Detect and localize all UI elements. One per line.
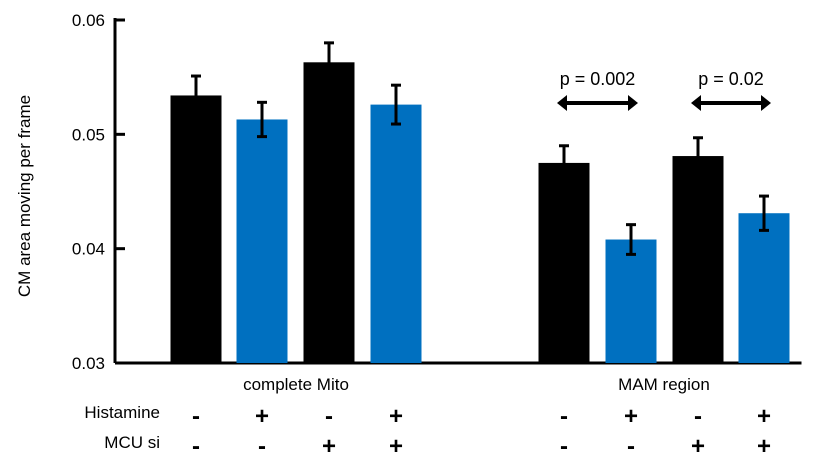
- bar: [605, 239, 657, 363]
- arrowhead-left: [691, 95, 701, 111]
- y-tick-label: 0.05: [72, 125, 105, 144]
- bar: [303, 62, 355, 363]
- plus-sign: +: [691, 433, 705, 459]
- condition-name: Histamine: [84, 403, 160, 422]
- group-labels: complete Mito MAM region: [243, 375, 710, 394]
- minus-sign: -: [258, 433, 266, 459]
- plus-sign: +: [389, 403, 403, 430]
- minus-sign: -: [627, 433, 635, 459]
- group-label: MAM region: [618, 375, 710, 394]
- y-tick-label: 0.04: [72, 240, 105, 259]
- y-axis-label: CM area moving per frame: [15, 95, 34, 297]
- bar: [738, 213, 790, 363]
- group-label: complete Mito: [243, 375, 349, 394]
- minus-sign: -: [694, 403, 702, 430]
- bar: [538, 162, 590, 363]
- bar: [672, 156, 724, 363]
- minus-sign: -: [560, 403, 568, 430]
- bar: [370, 104, 422, 364]
- arrowhead-left: [557, 95, 567, 111]
- y-tick-label: 0.06: [72, 11, 105, 30]
- plus-sign: +: [389, 433, 403, 459]
- arrowhead-right: [761, 95, 771, 111]
- bar: [170, 95, 222, 364]
- plus-sign: +: [255, 403, 269, 430]
- plus-sign: +: [757, 433, 771, 459]
- minus-sign: -: [192, 403, 200, 430]
- minus-sign: -: [325, 403, 333, 430]
- plus-sign: +: [757, 403, 771, 430]
- bar: [236, 119, 288, 363]
- arrowhead-right: [628, 95, 638, 111]
- error-bars: [191, 41, 769, 256]
- p-value-label: p = 0.02: [698, 69, 764, 89]
- minus-sign: -: [192, 433, 200, 459]
- minus-sign: -: [560, 433, 568, 459]
- y-tick-label: 0.03: [72, 354, 105, 373]
- condition-name: MCU si: [104, 433, 160, 452]
- bars: [170, 62, 790, 364]
- condition-table: Histamine - + - + - + - + MCU si - - + + - - + +: [84, 403, 771, 459]
- p-value-label: p = 0.002: [560, 69, 636, 89]
- significance-annotations: p = 0.002 p = 0.02: [557, 69, 771, 111]
- plus-sign: +: [624, 403, 638, 430]
- plus-sign: +: [322, 433, 336, 459]
